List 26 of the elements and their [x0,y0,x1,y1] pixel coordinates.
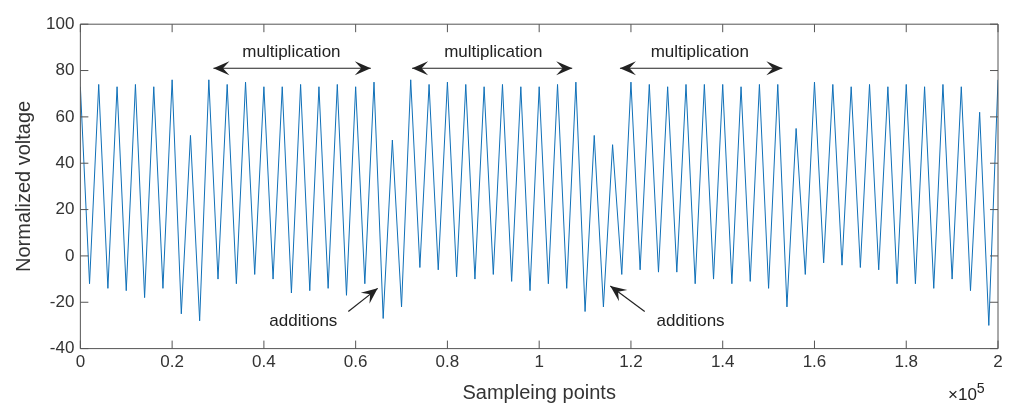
y-tick-label: -20 [49,291,75,311]
y-tick-label: 20 [55,199,75,219]
y-tick-label: 0 [64,245,75,265]
y-tick-label: -40 [49,338,75,358]
x-tick-label: 0.4 [252,352,276,372]
y-axis-title: Normalized voltage [11,100,34,272]
y-tick-label: 60 [55,106,75,126]
x-tick-label: 1.8 [894,352,919,372]
annotation: additions [269,310,338,331]
annotation: multiplication [444,42,543,62]
x-tick-label: 2 [993,352,1003,372]
x-tick-label: 1.6 [802,352,827,372]
x-tick-label: 0.8 [435,352,460,372]
annotation: multiplication [242,42,341,62]
y-tick-label: 100 [45,13,75,33]
y-tick-label: 80 [55,60,75,80]
x-tick-label: 1.2 [619,352,643,372]
annotation: multiplication [650,42,749,62]
text: ×10$^{5}$ [948,380,985,405]
y-tick-label: 40 [55,152,75,172]
annotation: additions [656,310,725,331]
x-tick-label: 0.6 [343,352,368,372]
x-tick-label: 0.2 [160,352,184,372]
x-tick-label: 1 [534,352,544,372]
x-axis-title: Sampleing points [462,380,616,403]
x-tick-label: 1.4 [710,352,735,372]
